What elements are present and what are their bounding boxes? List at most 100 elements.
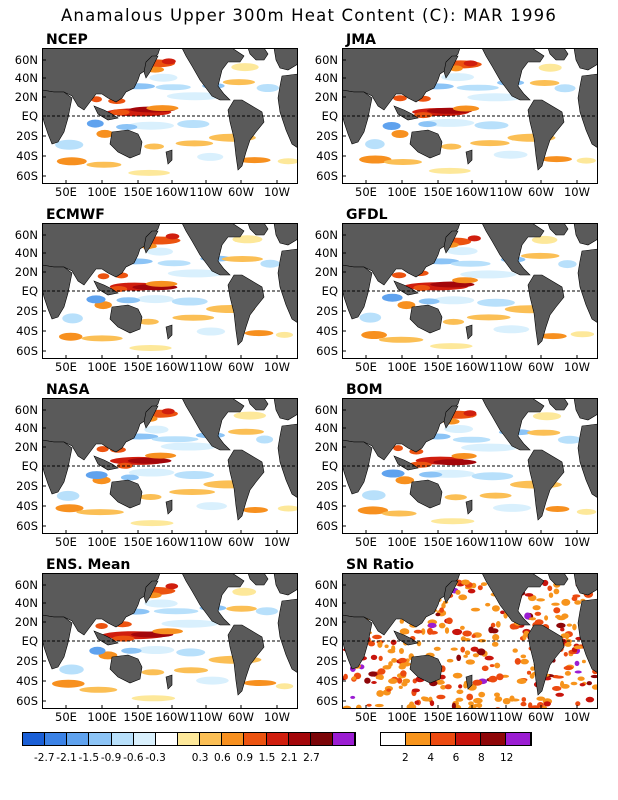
lon-tick-label: 60W — [527, 710, 555, 724]
anomaly-cell — [432, 296, 475, 305]
land-mass — [547, 223, 569, 236]
anomaly-cell — [275, 331, 293, 338]
anomaly-cell — [465, 659, 475, 665]
anomaly-cell — [512, 648, 518, 653]
anomaly-cell — [196, 327, 226, 336]
colorbar-swatch — [67, 733, 90, 745]
anomaly-cell — [544, 615, 549, 621]
anomaly-cell — [452, 628, 463, 636]
anomaly-cell — [572, 623, 577, 631]
land-mass — [273, 398, 298, 421]
anomaly-cell — [172, 314, 215, 321]
anomaly-cell — [361, 331, 387, 339]
anomaly-cell — [467, 588, 476, 594]
anomaly-cell — [165, 233, 180, 240]
anomaly-cell — [536, 696, 546, 701]
land-mass — [443, 230, 459, 254]
anomaly-cell — [571, 596, 578, 602]
anomaly-cell — [451, 453, 477, 459]
colorbar-swatch — [222, 733, 245, 745]
lat-tick-label: 40S — [16, 499, 38, 513]
anomaly-cell — [574, 670, 582, 674]
lon-tick-label: 160W — [455, 360, 489, 374]
colorbar-label: 0.9 — [236, 752, 254, 764]
anomaly-cell — [471, 634, 476, 638]
lat-tick-label: EQ — [21, 284, 38, 298]
anomaly-cell — [59, 332, 83, 341]
land-mass — [527, 99, 565, 171]
anomaly-cell — [468, 701, 474, 706]
anomaly-cell — [470, 607, 481, 612]
anomaly-cell — [464, 650, 471, 656]
anomaly-cell — [391, 658, 397, 663]
land-mass — [465, 324, 473, 340]
colorbar-label: -1.5 — [78, 752, 100, 764]
lat-tick-label: 20N — [14, 615, 38, 629]
anomaly-cell — [91, 96, 102, 103]
anomaly-cell — [378, 655, 383, 661]
land-mass — [165, 499, 173, 515]
anomaly-cell — [388, 678, 398, 684]
land-mass — [577, 248, 598, 324]
lat-tick-label: 40N — [314, 246, 338, 260]
anomaly-cell — [196, 676, 229, 685]
lat-tick-label: 60S — [316, 519, 338, 533]
anomaly-cell — [110, 109, 130, 116]
lat-tick-label: 40N — [314, 421, 338, 435]
lat-tick-label: EQ — [321, 459, 338, 473]
lat-tick-label: EQ — [21, 634, 38, 648]
lon-tick-label: 150E — [123, 710, 153, 724]
lon-tick-label: 100E — [87, 360, 117, 374]
anomaly-cell — [576, 508, 597, 515]
lat-tick-label: EQ — [321, 284, 338, 298]
lon-tick-label: 110W — [489, 535, 523, 549]
anomaly-cell — [574, 660, 580, 666]
lon-tick-label: 50E — [355, 535, 377, 549]
anomaly-cell — [516, 678, 527, 684]
lat-tick-label: 60S — [316, 169, 338, 183]
anomaly-cell — [413, 629, 423, 634]
lat-tick-label: 20N — [314, 90, 338, 104]
anomaly-cell — [492, 634, 500, 641]
lon-tick-label: 10W — [563, 185, 591, 199]
lat-tick-label: 40N — [14, 246, 38, 260]
land-mass — [247, 398, 269, 411]
anomaly-cell — [577, 676, 585, 681]
lon-tick-label: 50E — [55, 185, 77, 199]
colorbar-swatch — [481, 733, 506, 745]
land-mass — [577, 73, 598, 149]
land-mass — [227, 99, 265, 171]
land-mass — [342, 89, 373, 145]
anomaly-cell — [490, 628, 499, 634]
anomaly-cell — [393, 95, 407, 102]
lat-tick-label: 20S — [16, 304, 38, 318]
lon-tick-label: 100E — [87, 710, 117, 724]
panel-title: BOM — [346, 382, 383, 398]
anomaly-cell — [461, 443, 518, 452]
anomaly-cell — [579, 683, 586, 687]
anomaly-cell — [474, 121, 509, 130]
anomaly-cell — [467, 93, 524, 102]
lon-tick-label: 10W — [263, 360, 291, 374]
anomaly-cell — [399, 628, 410, 635]
anomaly-cell — [226, 605, 257, 612]
lon-tick-label: 60W — [227, 710, 255, 724]
land-mass — [165, 324, 173, 340]
colorbar-swatch — [89, 733, 112, 745]
anomaly-cell — [391, 130, 409, 138]
map-area — [342, 48, 598, 184]
anomaly-cell — [359, 312, 382, 323]
anomaly-cell — [128, 121, 174, 130]
anomaly-cell — [405, 658, 410, 663]
anomaly-cell — [520, 658, 529, 665]
lon-tick-label: 60W — [527, 185, 555, 199]
anomaly-cell — [86, 119, 104, 128]
anomaly-cell — [439, 607, 444, 613]
anomaly-cell — [160, 442, 217, 451]
map-svg — [342, 48, 598, 184]
anomaly-cell — [244, 330, 274, 337]
anomaly-cell — [534, 611, 542, 616]
land-mass — [277, 248, 298, 324]
colorbar-swatch — [506, 733, 531, 745]
anomaly-cell — [560, 627, 565, 632]
